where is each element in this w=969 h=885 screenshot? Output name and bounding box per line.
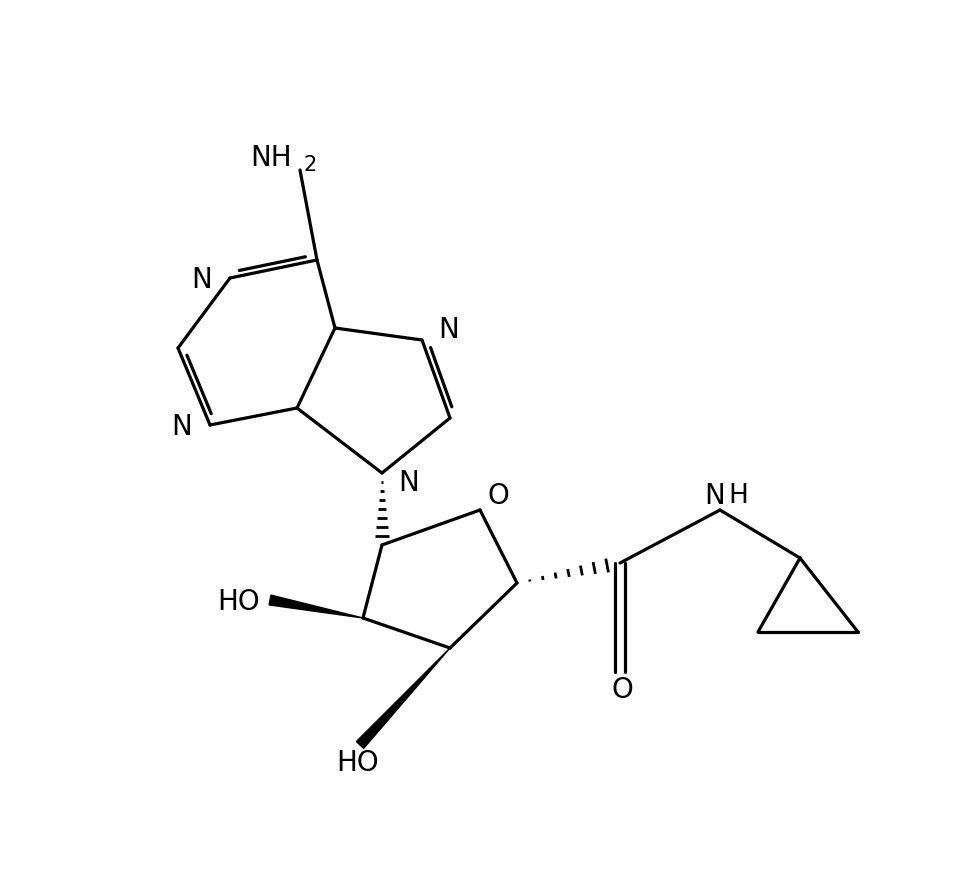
Text: HO: HO: [217, 588, 260, 616]
Text: NH: NH: [250, 144, 292, 172]
Polygon shape: [356, 648, 450, 749]
Text: N: N: [172, 413, 192, 441]
Text: O: O: [487, 482, 510, 510]
Text: N: N: [703, 482, 725, 510]
Text: 2: 2: [303, 155, 316, 175]
Text: O: O: [610, 676, 632, 704]
Text: N: N: [397, 469, 419, 497]
Text: H: H: [728, 483, 747, 509]
Text: N: N: [438, 316, 458, 344]
Text: N: N: [191, 266, 212, 294]
Text: HO: HO: [336, 749, 379, 777]
Polygon shape: [268, 595, 362, 618]
